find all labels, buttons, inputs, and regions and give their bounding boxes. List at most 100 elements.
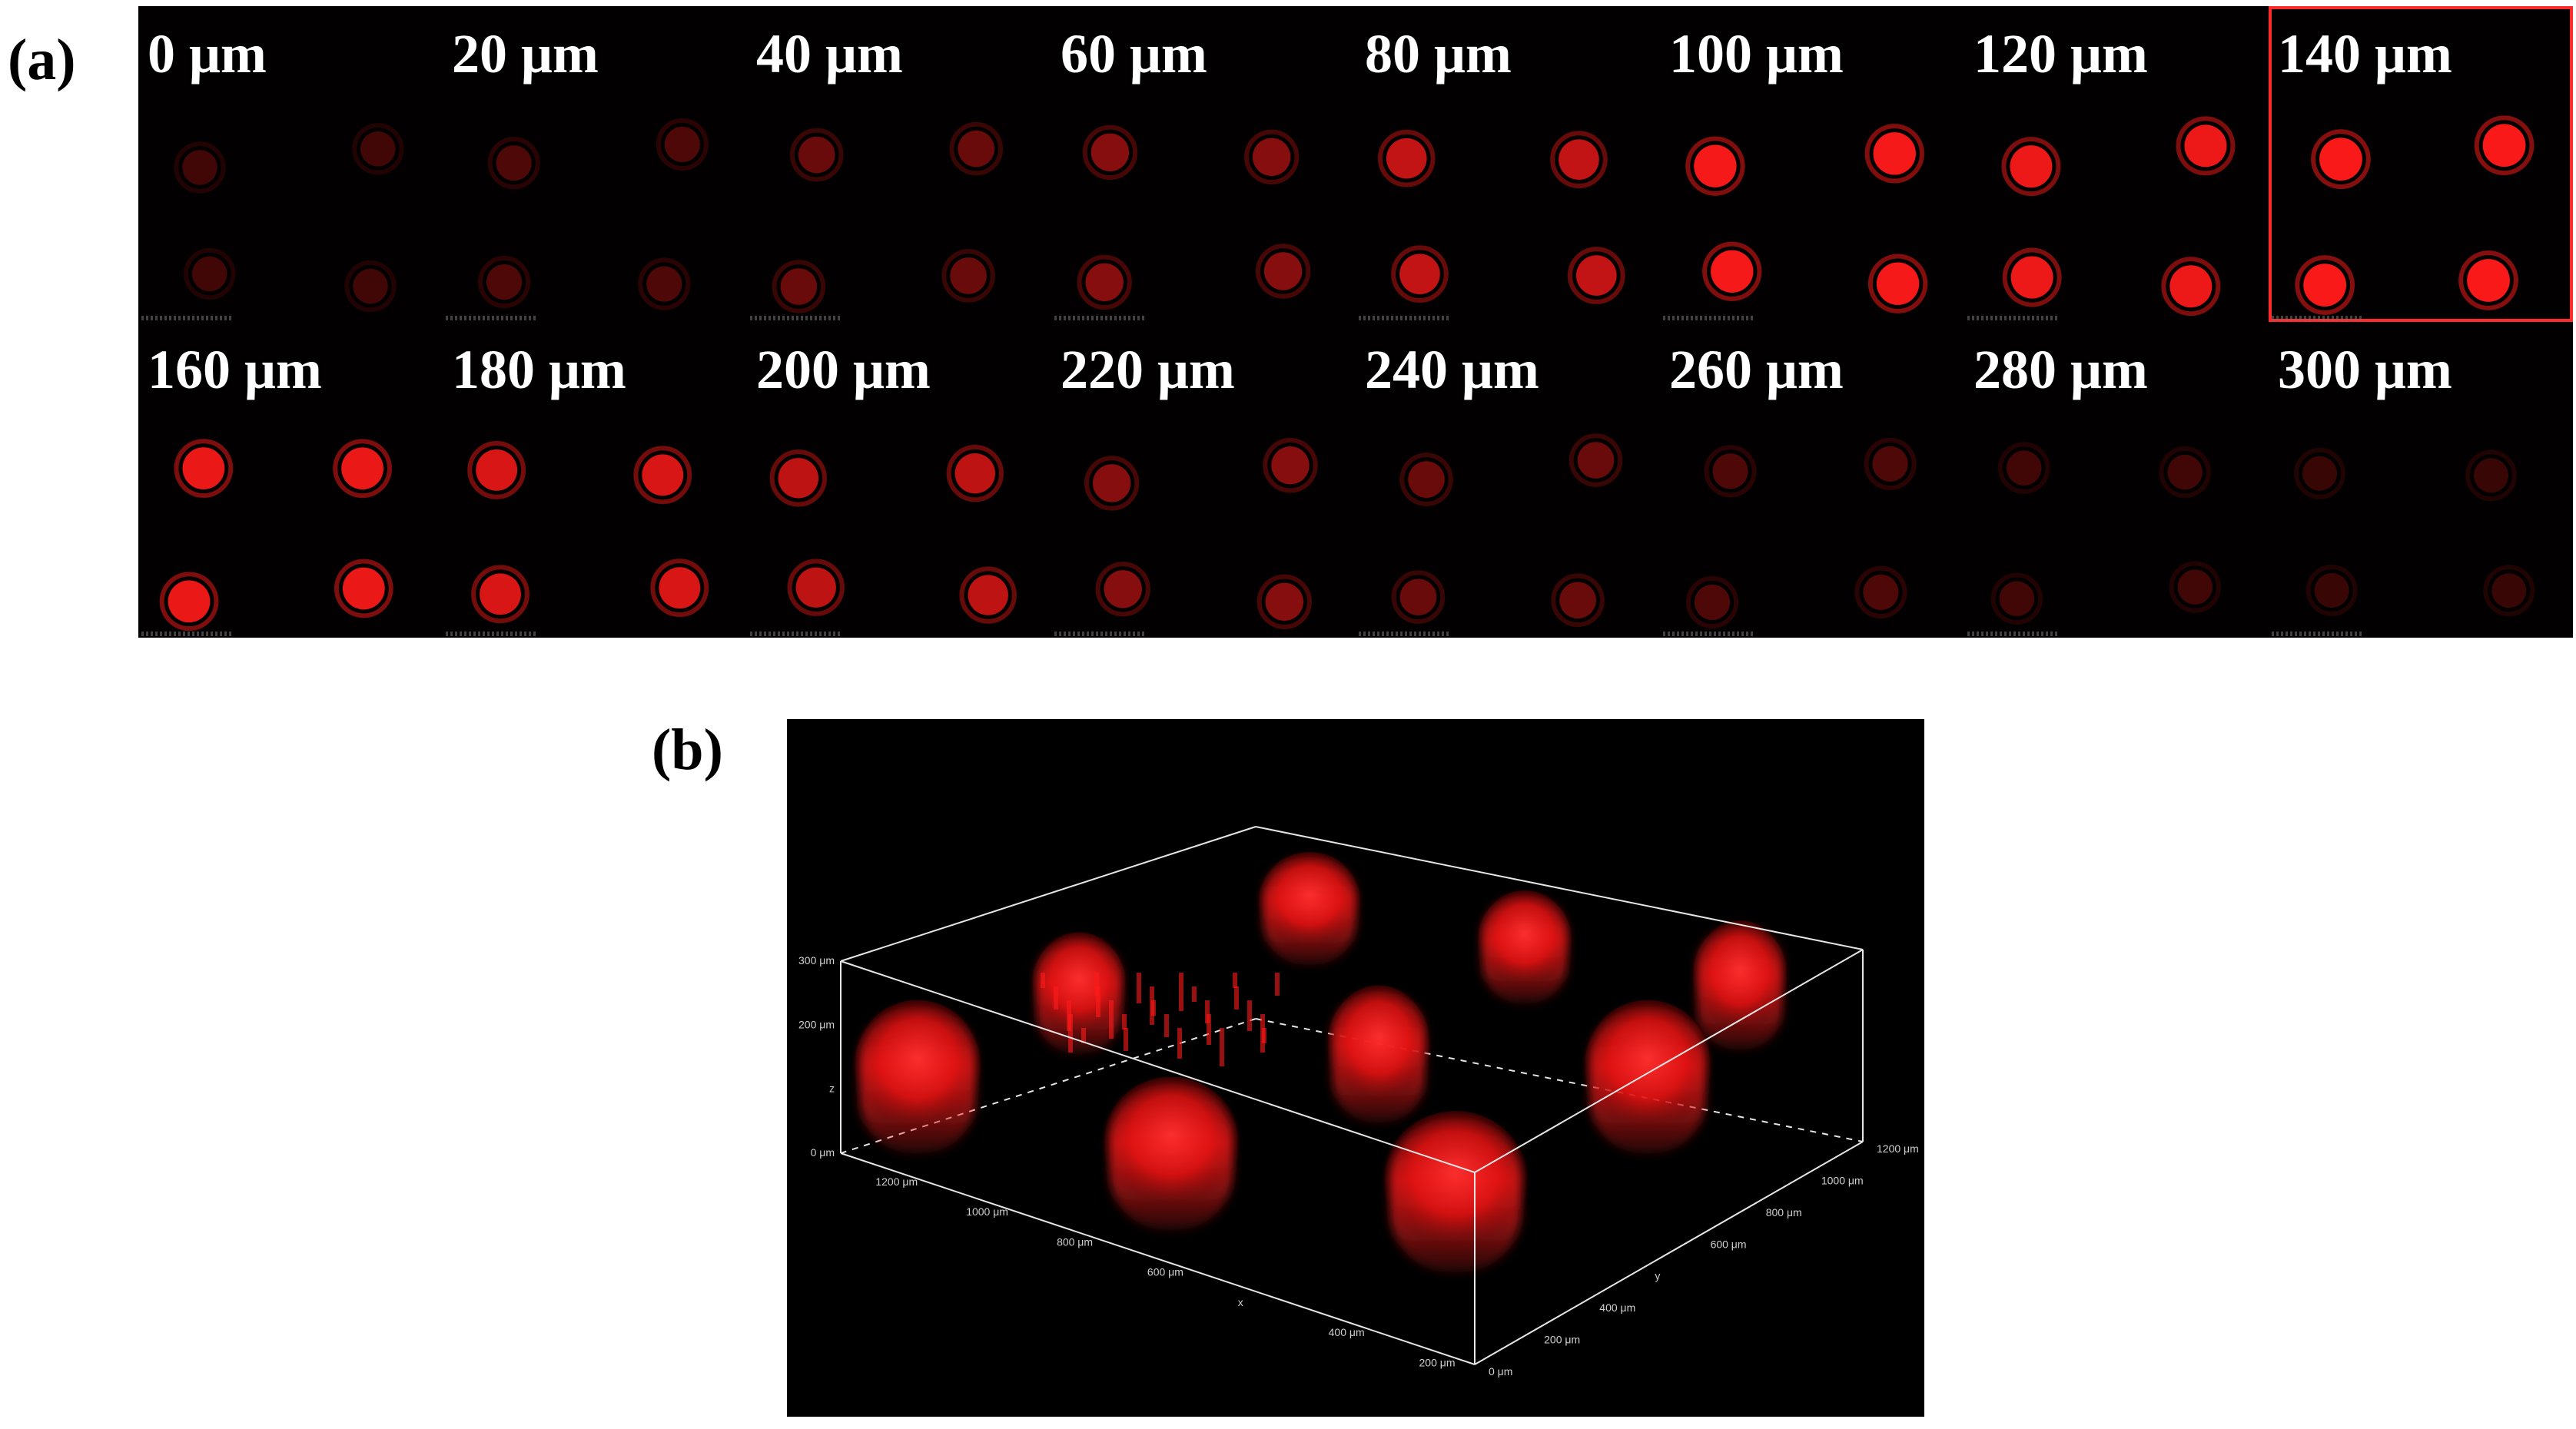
slice-scanner-stamp: [1359, 632, 1451, 636]
slice-depth-label: 220 μm: [1061, 339, 1235, 400]
slice-tile: 300 μm: [2269, 322, 2573, 638]
slice-depth-label: 0 μm: [148, 23, 267, 85]
cell-spot: [1712, 453, 1748, 489]
cell-spot: [780, 268, 818, 305]
cell-halo: [946, 444, 1004, 502]
panel-b-label: (b): [652, 718, 723, 782]
cell-spot: [2319, 138, 2362, 181]
cell-halo: [769, 449, 828, 507]
cell-halo: [1867, 254, 1928, 313]
cell-spot: [476, 449, 518, 491]
cell-spot: [958, 130, 995, 167]
spheroid-volume: [1328, 985, 1429, 1122]
debris-streak: [1177, 1028, 1182, 1059]
debris-streak: [1094, 973, 1099, 996]
cell-halo: [159, 572, 219, 632]
box-edge-bottom: [840, 1152, 1476, 1365]
slice-fluorescence: [1077, 124, 1311, 310]
debris-streak: [1179, 973, 1183, 1011]
slice-scanner-stamp: [1967, 632, 2060, 636]
cell-halo: [1704, 445, 1757, 498]
cell-spot: [2482, 124, 2526, 167]
slice-depth-label: 260 μm: [1669, 339, 1844, 400]
cell-spot: [1408, 461, 1445, 498]
y-axis-tick: 600 μm: [1711, 1238, 1747, 1250]
spheroid-volume: [1693, 920, 1787, 1049]
y-axis-tick: 200 μm: [1544, 1334, 1580, 1346]
cell-halo: [1399, 453, 1453, 506]
cell-spot: [1271, 446, 1310, 485]
cell-spot: [2184, 124, 2227, 167]
cell-spot: [1092, 464, 1131, 502]
cell-halo: [1551, 573, 1605, 628]
cell-spot: [182, 150, 217, 185]
cell-halo: [1550, 131, 1608, 189]
debris-streak: [1096, 986, 1100, 1017]
cell-spot: [778, 458, 819, 499]
cell-halo: [174, 439, 234, 499]
cell-spot: [1263, 252, 1303, 290]
slice-fluorescence: [2295, 115, 2535, 315]
slice-tile: 160 μm: [138, 322, 443, 638]
slice-tile: 280 μm: [1964, 322, 2269, 638]
debris-streak: [1247, 1000, 1252, 1031]
cell-halo: [2474, 115, 2535, 176]
x-axis-tick: 200 μm: [1419, 1357, 1456, 1369]
slice-fluorescence: [1377, 129, 1625, 304]
cell-halo: [959, 566, 1017, 624]
cell-halo: [2311, 129, 2371, 190]
cell-halo: [1084, 456, 1140, 511]
cell-halo: [1990, 572, 2043, 625]
x-axis-tick: 400 μm: [1329, 1326, 1365, 1338]
slice-fluorescence: [1990, 442, 2222, 625]
spheroid-volume: [854, 1000, 981, 1153]
cell-halo: [2159, 446, 2211, 499]
debris-streak: [1207, 1014, 1211, 1045]
cell-halo: [2169, 561, 2222, 613]
cell-halo: [650, 559, 709, 618]
cell-halo: [1569, 433, 1623, 487]
slice-scanner-stamp: [1054, 632, 1147, 636]
cell-spot: [1863, 574, 1899, 610]
cell-halo: [1095, 562, 1150, 617]
slice-fluorescence: [772, 121, 1004, 313]
cell-halo: [2305, 565, 2358, 616]
cell-spot: [1559, 582, 1596, 619]
x-axis-tick: 800 μm: [1057, 1235, 1093, 1248]
slice-scanner-stamp: [1663, 632, 1755, 636]
cell-spot: [2169, 265, 2213, 308]
cell-spot: [2474, 458, 2509, 493]
cell-halo: [344, 260, 397, 313]
slice-scanner-stamp: [1054, 316, 1147, 320]
cell-halo: [2465, 449, 2518, 502]
cell-halo: [1077, 254, 1132, 310]
cell-spot: [2491, 573, 2527, 608]
cell-spot: [798, 136, 835, 174]
box-edge-bottom: [1474, 1141, 1864, 1365]
box-edge-top: [1474, 949, 1864, 1173]
slice-fluorescence: [159, 439, 393, 632]
cell-spot: [664, 126, 700, 163]
slice-scanner-stamp: [1967, 316, 2060, 320]
slice-depth-label: 200 μm: [756, 339, 931, 400]
cell-spot: [2177, 569, 2213, 605]
cell-spot: [360, 131, 396, 167]
debris-streak: [1122, 1014, 1127, 1029]
cell-halo: [633, 446, 692, 505]
slice-tile: 40 μm: [747, 6, 1051, 322]
slice-depth-label: 180 μm: [452, 339, 626, 400]
cell-halo: [941, 249, 995, 303]
cell-halo: [1864, 124, 1924, 184]
slice-tile: 260 μm: [1660, 322, 1964, 638]
cell-spot: [1876, 262, 1920, 305]
y-axis-tick: 400 μm: [1599, 1301, 1635, 1314]
slice-depth-label: 140 μm: [2278, 23, 2452, 85]
cell-halo: [1256, 574, 1313, 629]
slice-tile: 200 μm: [747, 322, 1051, 638]
cell-spot: [168, 580, 211, 623]
cell-spot: [1559, 139, 1599, 181]
cell-halo: [2001, 137, 2061, 197]
spheroid-volume: [1104, 1076, 1239, 1230]
cell-halo: [656, 118, 709, 171]
cell-spot: [2007, 450, 2042, 486]
